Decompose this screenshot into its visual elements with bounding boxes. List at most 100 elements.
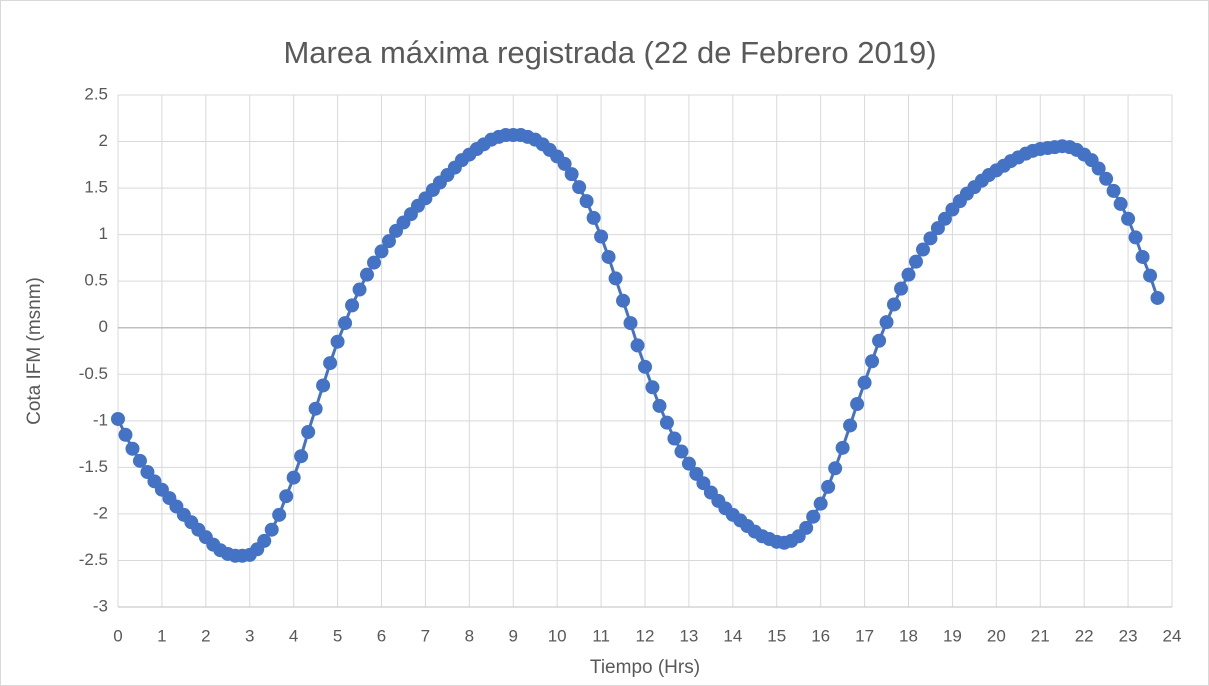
data-point [279,489,294,504]
data-point [557,156,572,171]
data-point [1121,211,1136,226]
data-point [674,444,689,459]
data-point [879,315,894,330]
x-tick-label: 24 [1163,626,1182,645]
data-point [894,281,909,296]
data-point [345,298,360,313]
data-point [586,210,601,225]
y-tick-label: 2 [99,131,108,150]
data-point [118,427,133,442]
data-point [623,316,638,331]
x-tick-label: 21 [1031,626,1050,645]
data-point [257,533,272,548]
data-point [132,453,147,468]
y-tick-label: -1.5 [79,457,108,476]
x-tick-label: 2 [201,626,210,645]
data-point [901,267,916,282]
x-tick-label: 17 [855,626,874,645]
x-tick-label: 1 [157,626,166,645]
data-point [937,211,952,226]
data-point [572,180,587,195]
y-tick-label: 0 [99,317,108,336]
x-tick-label: 13 [679,626,698,645]
x-tick-label: 0 [113,626,122,645]
data-point [594,229,609,244]
data-point [799,520,814,535]
x-tick-label: 11 [592,626,610,645]
y-tick-label: 0.5 [84,271,108,290]
y-axis-label: Cota IFM (msnm) [24,277,45,425]
y-tick-label: -2 [93,503,108,522]
data-point [1091,161,1106,176]
data-point [360,267,375,282]
chart-title: Marea máxima registrada (22 de Febrero 2… [283,35,936,70]
data-point [696,476,711,491]
y-tick-label: -2.5 [79,550,108,569]
data-point [1113,196,1128,211]
x-tick-label: 12 [636,626,655,645]
data-point [813,496,828,511]
x-tick-label: 18 [899,626,918,645]
data-point [330,334,345,349]
data-point [908,254,923,269]
data-point [843,418,858,433]
x-tick-label: 14 [723,626,742,645]
data-point [857,375,872,390]
data-point [308,401,323,416]
y-tick-label: -1 [93,410,108,429]
x-tick-label: 4 [289,626,298,645]
data-point [652,398,667,413]
x-tick-label: 19 [943,626,962,645]
data-point [608,271,623,286]
x-tick-label: 6 [377,626,386,645]
y-tick-label: -3 [93,596,108,615]
data-point [1143,268,1158,283]
x-axis-label: Tiempo (Hrs) [590,657,700,678]
data-point [806,509,821,524]
data-point [865,354,880,369]
x-tick-label: 9 [509,626,518,645]
data-point [821,479,836,494]
data-point [294,449,309,464]
x-tick-label: 15 [767,626,786,645]
data-point [887,297,902,312]
x-tick-label: 3 [245,626,254,645]
y-tick-label: 2.5 [84,84,108,103]
x-tick-label: 8 [465,626,474,645]
data-point [301,424,316,439]
data-point [616,293,631,308]
data-point [564,167,579,182]
data-point [125,441,140,456]
data-point [338,316,353,331]
data-point [872,333,887,348]
data-point [1128,230,1143,245]
data-point [1106,183,1121,198]
data-point [111,411,125,426]
data-point [659,415,674,430]
data-point [272,507,287,522]
data-point [579,194,594,209]
x-tick-label: 22 [1075,626,1094,645]
x-tick-label: 10 [548,626,567,645]
data-point [828,461,843,476]
data-point [915,242,930,257]
data-point [835,440,850,455]
data-point [667,431,682,446]
data-point [630,338,645,353]
data-point [1099,171,1114,186]
data-point [1135,249,1150,264]
data-point [601,249,616,264]
data-point [374,244,389,259]
y-tick-label: 1 [99,224,108,243]
x-tick-label: 5 [333,626,342,645]
data-point [264,522,279,537]
x-tick-label: 16 [811,626,830,645]
data-point [681,456,696,471]
data-point [1150,290,1165,305]
data-point [923,231,938,246]
data-point [286,470,301,485]
y-tick-label: -0.5 [79,364,108,383]
data-point [323,356,338,371]
